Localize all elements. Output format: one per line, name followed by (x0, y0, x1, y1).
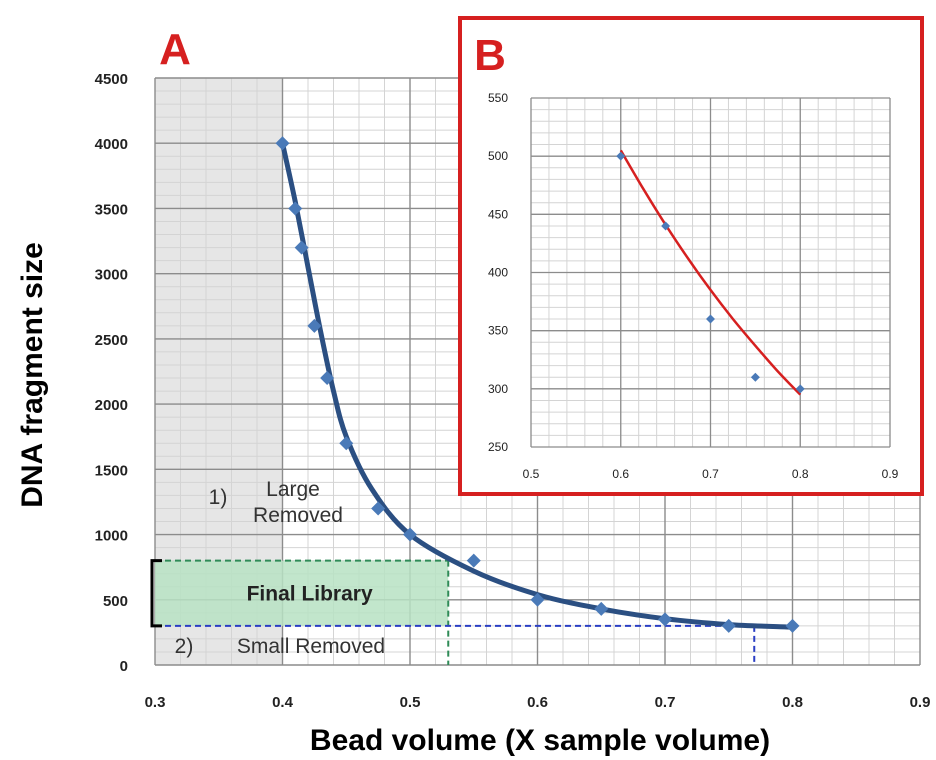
y-tick-label: 3500 (95, 201, 128, 218)
x-tick-label: 0.5 (523, 467, 540, 481)
annotation-small-text: Small Removed (237, 635, 385, 658)
x-tick-label: 0.7 (702, 467, 719, 481)
panel-b-letter: B (474, 31, 506, 80)
annotation-large-line1: Large (266, 478, 320, 501)
x-tick-label: 0.6 (527, 694, 548, 711)
x-tick-label: 0.3 (145, 694, 166, 711)
data-point (288, 201, 303, 216)
fit-curve (619, 149, 802, 396)
x-tick-label: 0.6 (612, 467, 629, 481)
data-point (721, 618, 736, 633)
final-library-label: Final Library (247, 582, 373, 605)
y-tick-label: 300 (488, 382, 508, 396)
data-point (294, 240, 309, 255)
y-tick-label: 2500 (95, 332, 128, 349)
x-tick-label: 0.8 (792, 467, 809, 481)
x-tick-label: 0.7 (655, 694, 676, 711)
y-tick-label: 500 (488, 149, 508, 163)
y-axis-title: DNA fragment size (16, 242, 49, 508)
final-library-box (155, 560, 449, 626)
y-tick-label: 400 (488, 266, 508, 280)
data-point (320, 371, 335, 386)
data-point (371, 501, 386, 516)
data-point (466, 553, 481, 568)
x-tick-label: 0.9 (910, 694, 931, 711)
y-tick-label: 350 (488, 324, 508, 338)
data-point (403, 527, 417, 542)
x-tick-label: 0.5 (400, 694, 421, 711)
y-tick-label: 3000 (95, 267, 128, 284)
y-tick-label: 2000 (95, 397, 128, 414)
data-point (795, 384, 805, 394)
data-point (658, 612, 672, 627)
data-point (785, 618, 800, 633)
x-tick-label: 0.8 (782, 694, 803, 711)
data-point (275, 136, 290, 151)
data-point (307, 318, 322, 333)
data-point (594, 601, 609, 616)
panel-a-letter: A (159, 25, 191, 74)
y-tick-label: 550 (488, 91, 508, 105)
y-tick-label: 0 (120, 658, 128, 675)
data-point (750, 372, 760, 382)
final-library-bracket (150, 559, 162, 628)
y-tick-label: 250 (488, 440, 508, 454)
data-point (706, 314, 715, 324)
panel-b-chart: 0.5 0.6 0.7 0.8 0.9 250 300 350 400 450 500 550 B (458, 16, 924, 496)
data-point (616, 151, 626, 161)
fit-curve (280, 140, 795, 630)
y-tick-label: 4500 (95, 71, 128, 88)
panel-b-frame (458, 16, 924, 496)
data-point (530, 592, 545, 607)
data-point (339, 436, 354, 451)
y-tick-label: 4000 (95, 136, 128, 153)
y-tick-label: 1000 (95, 528, 128, 545)
x-tick-label: 0.9 (882, 467, 899, 481)
data-point (661, 221, 671, 231)
annotation-large-number: 1) (209, 486, 228, 509)
annotation-small-number: 2) (175, 635, 194, 658)
y-tick-label: 450 (488, 207, 508, 221)
x-axis-title: Bead volume (X sample volume) (310, 724, 770, 757)
y-tick-label: 1500 (95, 462, 128, 479)
y-tick-label: 500 (103, 593, 128, 610)
x-tick-label: 0.4 (272, 694, 294, 711)
annotation-large-line2: Removed (253, 504, 343, 527)
